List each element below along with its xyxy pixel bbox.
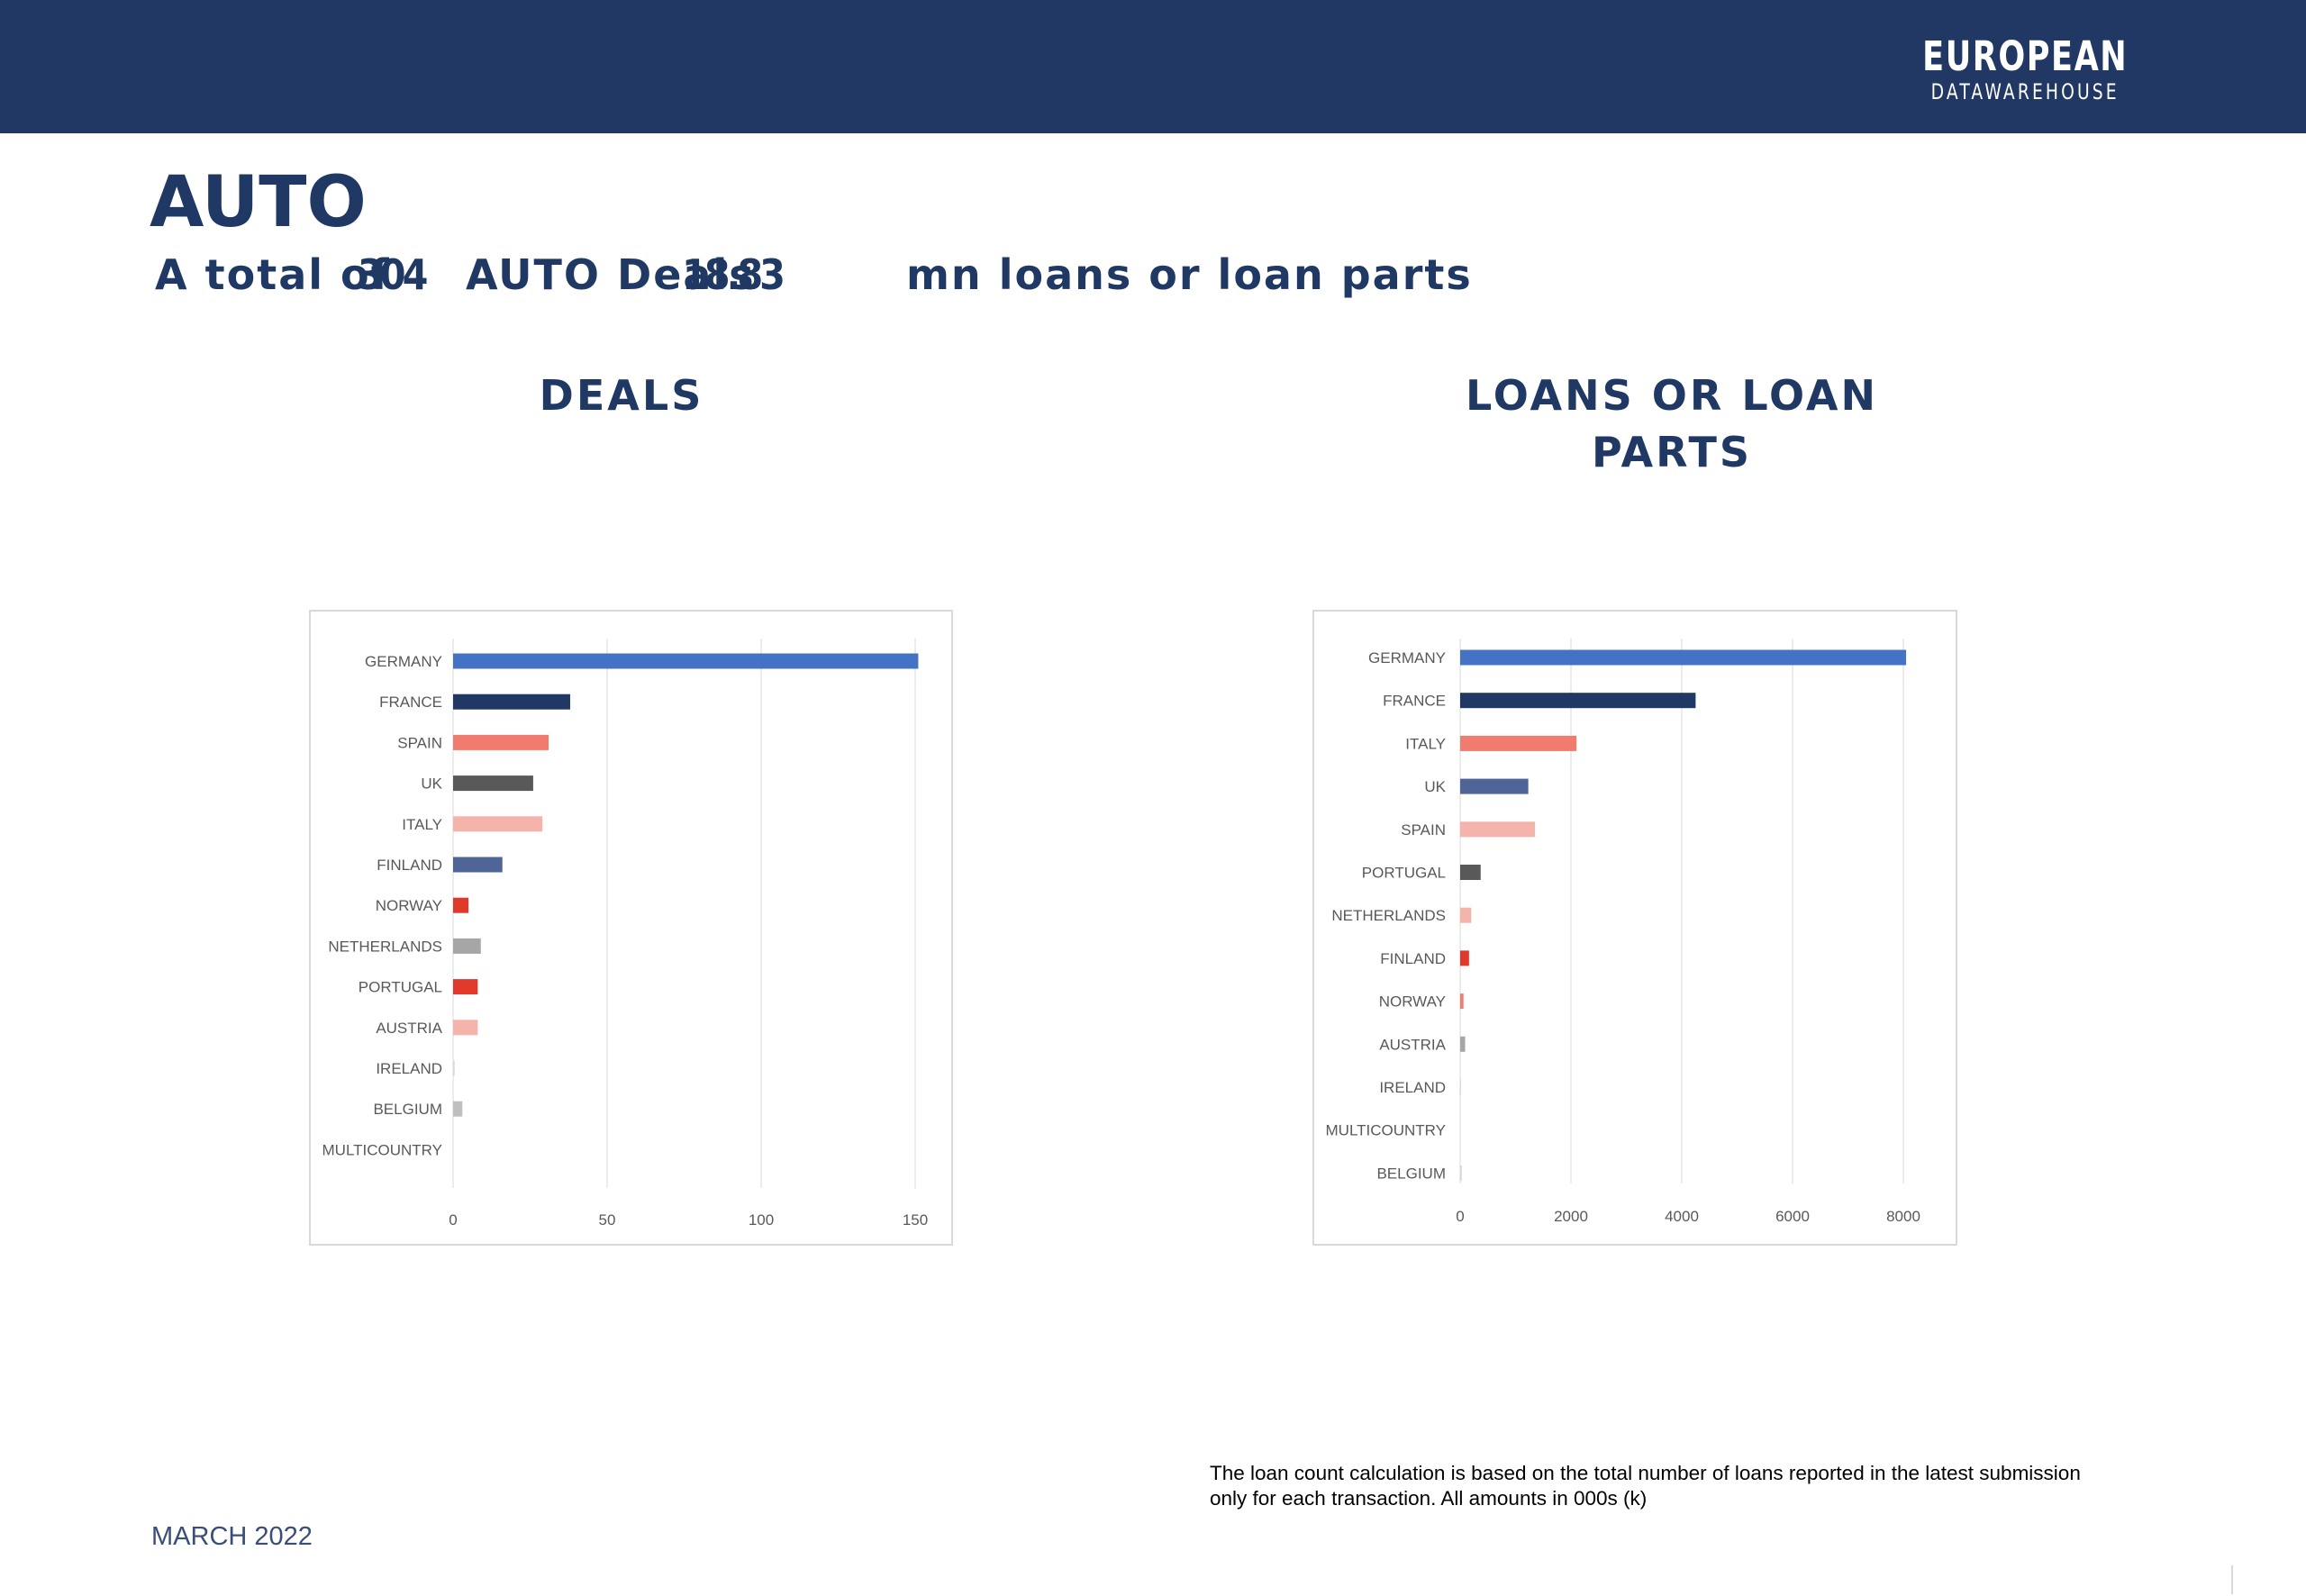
deals-bar (453, 979, 478, 995)
loans-category-label: FINLAND (1380, 950, 1446, 967)
deals-bar (453, 816, 543, 832)
deals-x-tick-label: 150 (903, 1211, 928, 1229)
divider (2231, 1565, 2233, 1594)
loans-chart-heading: LOANS OR LOAN PARTS (1466, 371, 1878, 476)
loans-category-label: SPAIN (1401, 821, 1446, 839)
loans-x-tick-label: 0 (1456, 1208, 1464, 1225)
deals-category-label: PORTUGAL (359, 979, 442, 996)
logo-top-text: EUROPEAN (1921, 32, 2128, 80)
loans-bar (1460, 1079, 1461, 1095)
deals-bar (453, 694, 570, 710)
deals-category-label: NETHERLANDS (328, 938, 442, 955)
footnote: The loan count calculation is based on t… (1210, 1462, 2081, 1510)
loans-category-label: UK (1424, 778, 1446, 795)
deals-category-label: FRANCE (379, 694, 442, 711)
loans-bar (1460, 1036, 1466, 1052)
loans-category-label: NORWAY (1379, 993, 1446, 1011)
deals-category-label: NORWAY (376, 897, 442, 914)
loans-category-label: MULTICOUNTRY (1326, 1122, 1447, 1139)
loans-bar (1460, 735, 1577, 751)
deals-chart-heading: DEALS (539, 371, 704, 420)
loans-category-label: GERMANY (1368, 649, 1446, 667)
deals-x-tick-label: 100 (749, 1211, 774, 1229)
deals-bar (453, 1020, 478, 1036)
page-title: AUTO (150, 162, 367, 243)
loans-count: 18.83 (682, 250, 785, 299)
deals-category-label: SPAIN (397, 734, 442, 751)
deals-chart: 0 50 100 150 GERMANY FRANCE SPAIN UK ITALY FINLAN… (309, 610, 953, 1246)
loans-category-label: FRANCE (1383, 693, 1446, 710)
deals-x-tick-label: 0 (449, 1211, 457, 1229)
loans-bar (1460, 821, 1536, 838)
report-date: MARCH 2022 (151, 1522, 313, 1551)
deals-bar (453, 653, 919, 669)
deals-category-label: UK (421, 775, 442, 793)
loans-bar (1460, 865, 1481, 880)
subtitle-part2: AUTO Deals (466, 250, 756, 299)
company-logo: EUROPEAN DATAWAREHOUSE (1893, 32, 2156, 105)
subtitle-part1: A total of (155, 250, 391, 299)
loans-category-label: ITALY (1405, 735, 1446, 752)
loans-category-label: BELGIUM (1376, 1165, 1446, 1182)
loans-category-label: IRELAND (1379, 1079, 1446, 1096)
subtitle-part3: mn loans or loan parts (906, 250, 1473, 299)
loans-bar (1460, 693, 1696, 709)
deals-category-label: MULTICOUNTRY (322, 1141, 443, 1158)
deals-bar (453, 857, 503, 873)
deals-bar (453, 1060, 455, 1076)
loans-bar (1460, 993, 1464, 1010)
loans-bar (1460, 1165, 1462, 1181)
deals-bar (453, 775, 533, 792)
deals-bar (453, 938, 481, 954)
deals-category-label: ITALY (402, 816, 442, 833)
loans-bar (1460, 907, 1472, 923)
logo-bottom-text: DATAWAREHOUSE (1930, 79, 2120, 104)
page-subtitle: A total of 304 AUTO Deals 18.83 mn loans… (155, 250, 1596, 304)
loans-x-tick-label: 6000 (1775, 1208, 1810, 1225)
deals-count: 304 (358, 250, 428, 299)
header-bar: EUROPEAN DATAWAREHOUSE (0, 0, 2306, 133)
loans-x-tick-label: 2000 (1554, 1208, 1588, 1225)
deals-chart-svg: 0 50 100 150 GERMANY FRANCE SPAIN UK ITALY FINLAN… (322, 639, 928, 1229)
loans-chart-svg: 0 2000 4000 6000 8000 GERMANY FRANCE ITALY UK SPA… (1326, 639, 1920, 1225)
deals-bar (453, 734, 549, 750)
loans-bar (1460, 649, 1907, 666)
loans-chart: 0 2000 4000 6000 8000 GERMANY FRANCE ITALY UK SPA… (1312, 610, 1957, 1246)
deals-category-label: IRELAND (376, 1060, 442, 1077)
loans-bar (1460, 778, 1529, 794)
loans-category-label: PORTUGAL (1362, 865, 1446, 882)
loans-bar (1460, 950, 1469, 966)
loans-category-label: NETHERLANDS (1331, 907, 1446, 924)
deals-bar (453, 897, 469, 913)
deals-bar (453, 1101, 463, 1117)
deals-category-label: BELGIUM (373, 1101, 442, 1118)
loans-x-tick-label: 8000 (1886, 1208, 1920, 1225)
loans-category-label: AUSTRIA (1379, 1036, 1446, 1053)
deals-category-label: AUSTRIA (376, 1020, 442, 1037)
deals-x-tick-label: 50 (599, 1211, 616, 1229)
deals-category-label: GERMANY (365, 653, 442, 670)
loans-x-tick-label: 4000 (1665, 1208, 1699, 1225)
deals-category-label: FINLAND (377, 857, 442, 874)
